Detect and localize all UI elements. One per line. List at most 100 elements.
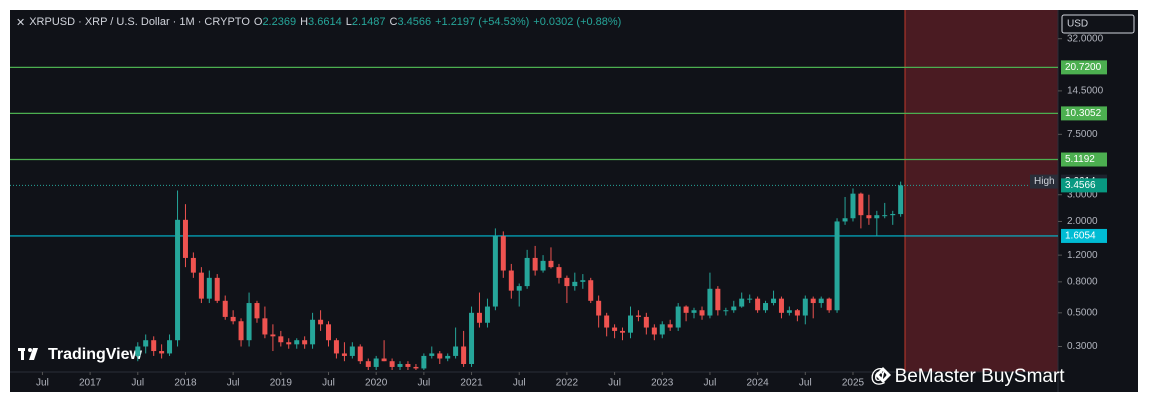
candle-body [429, 353, 435, 356]
candle-body [786, 310, 792, 313]
candle-body [381, 358, 387, 362]
candle-body [135, 346, 141, 356]
y-tick-label: 0.8000 [1067, 276, 1098, 287]
candle-body [333, 340, 339, 354]
candle-body [349, 346, 355, 356]
candle-body [707, 288, 713, 316]
x-tick-label: Jul [131, 378, 144, 389]
x-tick-label: Jul [704, 378, 717, 389]
candle-body [159, 351, 165, 354]
candle-body [445, 355, 451, 359]
symbol: XRPUSD · XRP / U.S. Dollar · 1M · CRYPTO [29, 16, 250, 28]
x-tick-label: Jul [322, 378, 335, 389]
candle-body [357, 346, 363, 362]
candle-body [397, 364, 403, 367]
candle-body [230, 316, 236, 322]
candle-body [651, 327, 657, 335]
candle-body [739, 298, 745, 307]
x-tick-label: 2023 [651, 378, 674, 389]
y-tick-label: 2.0000 [1067, 216, 1098, 227]
ohlc-value: 3.4566 [397, 16, 432, 28]
candle-body [175, 219, 181, 341]
candle-body [492, 236, 498, 307]
currency-box[interactable] [1061, 14, 1135, 34]
candle-body [421, 355, 427, 369]
candle-body [540, 260, 546, 271]
candle-body [604, 315, 610, 328]
candle-body [484, 306, 490, 323]
candle-body [699, 310, 705, 316]
candle-body [596, 300, 602, 316]
candle-body [898, 185, 904, 215]
candle-body [659, 324, 665, 335]
logo-mark [29, 348, 38, 360]
x-tick-label: 2024 [746, 378, 769, 389]
candle-body [151, 340, 157, 352]
candle-body [763, 303, 769, 311]
candle-body [747, 298, 753, 300]
candle-body [874, 215, 880, 219]
high-tag: High [1034, 176, 1055, 187]
candle-body [564, 277, 570, 287]
ohlc-value: 2.1487 [351, 16, 386, 28]
candle-body [771, 298, 777, 304]
change: +1.2197 (+54.53%) [435, 16, 530, 28]
candle-body [802, 298, 808, 316]
logo-mark [28, 348, 32, 352]
x-tick-label: Jul [799, 378, 812, 389]
candle-body [715, 288, 721, 311]
candle-body [731, 306, 737, 311]
x-tick-label: 2020 [365, 378, 388, 389]
candle-body [198, 272, 204, 299]
candle-body [413, 366, 419, 369]
watermark: @ BeMaster BuySmart [870, 366, 1065, 387]
candle-body [190, 257, 196, 273]
candle-body [866, 215, 872, 219]
level-label: 20.7200 [1065, 62, 1102, 73]
candle-body [778, 298, 784, 313]
candle-body [476, 312, 482, 323]
ohlc-key: O [253, 16, 263, 28]
candle-body [755, 298, 761, 311]
y-tick-label: 1.2000 [1067, 250, 1098, 261]
logo-text: TradingView [48, 346, 143, 363]
ohlc-key: L [345, 16, 352, 28]
last-price-box [1061, 178, 1107, 193]
x-tick-label: Jul [417, 378, 430, 389]
x-tick-label: 2018 [174, 378, 197, 389]
candle-body [206, 277, 212, 299]
candle-body [548, 260, 554, 268]
candle-body [890, 213, 896, 216]
close-icon[interactable]: ✕ [16, 17, 26, 29]
candle-body [341, 353, 347, 356]
candle-body [619, 330, 625, 333]
watermark-icon [875, 367, 891, 383]
candle-body [524, 257, 530, 287]
logo: TradingView [18, 346, 143, 363]
high-tag-box [1030, 174, 1058, 189]
y-tick-label: 3.0000 [1067, 189, 1098, 200]
last-price-label: 3.4566 [1065, 180, 1096, 191]
level-label-box [1061, 60, 1107, 75]
ohlc-value: 2.2369 [262, 16, 297, 28]
y-tick-label: 7.5000 [1067, 129, 1098, 140]
ohlc-value: 3.6614 [308, 16, 342, 28]
candle-body [365, 361, 371, 367]
candle-body [794, 310, 800, 316]
candle-body [516, 286, 522, 291]
y-tick-label: 0.3000 [1067, 341, 1098, 352]
change-extra: +0.0302 (+0.88%) [533, 16, 622, 28]
level-label: 1.6054 [1065, 231, 1096, 242]
currency[interactable]: USD [1067, 19, 1088, 30]
candle-body [182, 219, 188, 258]
candle-body [683, 306, 689, 313]
candle-body [238, 321, 244, 341]
candle-body [318, 319, 324, 325]
candle-body [326, 324, 332, 341]
x-tick-label: 2021 [460, 378, 483, 389]
y-tick-label: 14.5000 [1067, 86, 1104, 97]
candle-body [842, 218, 848, 222]
candle-body [246, 303, 252, 341]
candle-body [882, 215, 888, 217]
